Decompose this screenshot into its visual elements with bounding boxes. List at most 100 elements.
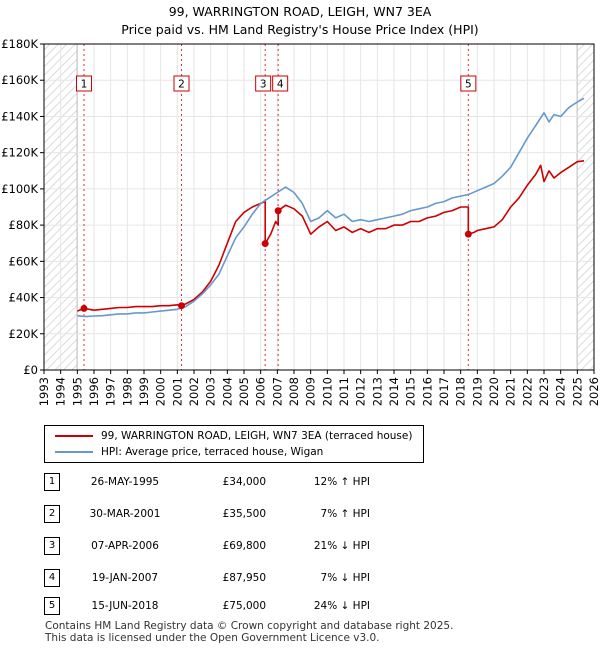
sale-price: £87,950 [222, 572, 266, 584]
sale-badge-number: 5 [465, 79, 472, 91]
y-tick-label: £160K [1, 73, 38, 87]
table-row: 4 19-JAN-2007 £87,950 7% ↓ HPI [0, 569, 600, 587]
sale-date: 07-APR-2006 [91, 540, 159, 552]
price-chart: £0 £20K £40K £60K £80K £100K £120K £140K £160K £1… [1, 37, 600, 406]
x-tick-label: 2019 [470, 377, 484, 406]
sale-hpi-diff: 7% ↓ HPI [320, 572, 370, 584]
x-tick-label: 2024 [554, 377, 568, 406]
hatched-region-after [577, 44, 594, 370]
x-tick-label: 2002 [187, 377, 201, 406]
sale-badge-number: 1 [81, 79, 88, 91]
sale-price: £75,000 [222, 600, 266, 612]
sale-price: £34,000 [222, 476, 266, 488]
sale-hpi-diff: 7% ↑ HPI [320, 508, 370, 520]
x-tick-label: 2007 [270, 377, 284, 406]
x-tick-label: 2017 [437, 377, 451, 406]
hpi-line [77, 97, 585, 318]
sale-badge-number: 2 [178, 79, 185, 91]
table-row: 2 30-MAR-2001 £35,500 7% ↑ HPI [0, 505, 600, 523]
sale-badge-number: 3 [260, 79, 267, 91]
y-tick-label: £120K [1, 146, 38, 160]
legend-label-hpi: HPI: Average price, terraced house, Wiga… [101, 446, 324, 458]
y-tick-label: £100K [1, 182, 38, 196]
table-row: 1 26-MAY-1995 £34,000 12% ↑ HPI [0, 473, 600, 491]
sale-hpi-diff: 24% ↓ HPI [313, 600, 370, 612]
x-tick-label: 2008 [287, 377, 301, 406]
sale-badge-box [255, 75, 272, 92]
x-tick-label: 2016 [420, 377, 434, 406]
legend-swatch-property [55, 435, 93, 437]
sale-badge-box [272, 75, 289, 92]
x-tick-label: 1995 [70, 377, 84, 406]
x-tick-label: 2015 [404, 377, 418, 406]
sale-point [274, 207, 282, 215]
y-tick-label: £20K [9, 327, 39, 341]
chart-title: 99, WARRINGTON ROAD, LEIGH, WN7 3EA [168, 4, 432, 19]
sale-number-badge: 1 [44, 473, 60, 491]
plot-area [44, 44, 594, 370]
y-tick-label: £140K [1, 109, 38, 123]
sale-number-badge: 3 [44, 537, 60, 555]
sale-point [261, 240, 269, 248]
sale-point [80, 304, 88, 312]
x-tick-label: 1999 [137, 377, 151, 406]
chart-subtitle: Price paid vs. HM Land Registry's House … [121, 22, 479, 37]
x-tick-label: 1993 [37, 377, 51, 406]
sale-hpi-diff: 21% ↓ HPI [313, 540, 370, 552]
sale-number-badge: 2 [44, 505, 60, 523]
x-tick-label: 2006 [254, 377, 268, 406]
x-tick-label: 2004 [220, 377, 234, 406]
sale-badge-box [76, 75, 92, 92]
y-tick-label: £40K [9, 291, 39, 305]
x-tick-label: 2023 [537, 377, 551, 406]
sale-point [178, 302, 185, 310]
x-tick-label: 2003 [204, 377, 218, 406]
chart-title-block: 99, WARRINGTON ROAD, LEIGH, WN7 3EA Pric… [0, 3, 600, 39]
sale-hpi-diff: 12% ↑ HPI [313, 476, 370, 488]
legend-entry-property: 99, WARRINGTON ROAD, LEIGH, WN7 3EA (ter… [55, 428, 412, 444]
sale-price: £35,500 [222, 508, 266, 520]
x-tick-label: 1996 [87, 377, 101, 406]
x-tick-label: 1998 [120, 377, 134, 406]
x-tick-label: 2014 [387, 377, 401, 406]
footer-attribution: Contains HM Land Registry data © Crown c… [45, 620, 453, 644]
x-tick-label: 2010 [320, 377, 334, 406]
property-price-line [77, 160, 585, 312]
sale-badge-box [173, 75, 190, 92]
y-tick-label: £60K [9, 254, 39, 268]
legend-entry-hpi: HPI: Average price, terraced house, Wiga… [55, 444, 323, 460]
footer-line-2: This data is licensed under the Open Gov… [45, 632, 380, 644]
sale-date: 15-JUN-2018 [91, 600, 159, 612]
footer-line-1: Contains HM Land Registry data © Crown c… [45, 620, 454, 632]
sale-point [464, 230, 472, 238]
y-tick-label: £80K [9, 218, 39, 232]
x-tick-label: 2013 [370, 377, 384, 406]
x-tick-label: 2000 [154, 377, 168, 406]
legend-swatch-hpi [55, 451, 93, 453]
x-tick-label: 2011 [337, 377, 351, 406]
x-tick-label: 2025 [570, 377, 584, 406]
sale-date: 30-MAR-2001 [89, 508, 161, 520]
x-tick-label: 2009 [304, 377, 318, 406]
sale-date: 19-JAN-2007 [91, 572, 159, 584]
table-row: 5 15-JUN-2018 £75,000 24% ↓ HPI [0, 597, 600, 615]
sale-badge-box [460, 75, 477, 92]
x-tick-label: 2012 [354, 377, 368, 406]
y-tick-label: £0 [23, 363, 38, 377]
table-row: 3 07-APR-2006 £69,800 21% ↓ HPI [0, 537, 600, 555]
x-tick-label: 2020 [487, 377, 501, 406]
x-tick-label: 1994 [54, 377, 68, 406]
x-tick-label: 2026 [587, 377, 600, 406]
x-tick-label: 2021 [504, 377, 518, 406]
x-tick-label: 2005 [237, 377, 251, 406]
x-tick-label: 1997 [104, 377, 118, 406]
sale-number-badge: 4 [44, 569, 60, 587]
legend-label-property: 99, WARRINGTON ROAD, LEIGH, WN7 3EA (ter… [101, 430, 413, 442]
sale-badge-number: 4 [277, 79, 284, 91]
x-tick-label: 2022 [520, 377, 534, 406]
x-tick-label: 2001 [170, 377, 184, 406]
plot-frame [43, 43, 595, 371]
x-tick-label: 2018 [454, 377, 468, 406]
sale-price: £69,800 [222, 540, 266, 552]
sale-date: 26-MAY-1995 [90, 476, 160, 488]
